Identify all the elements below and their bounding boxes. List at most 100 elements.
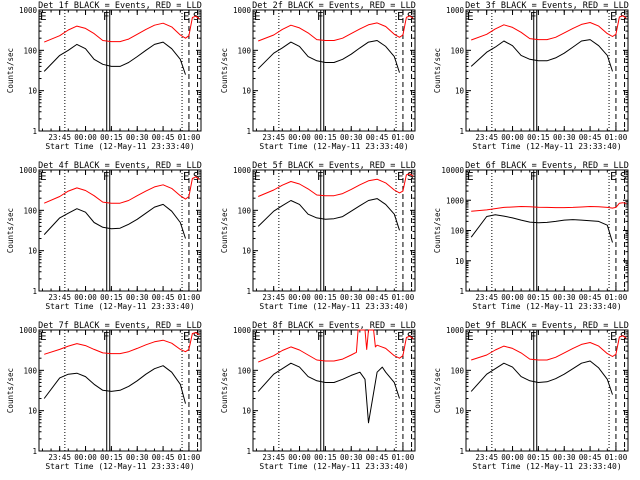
- x-tick-label: 00:00: [74, 293, 97, 302]
- series-lld-line: [258, 15, 414, 42]
- y-tick-label: 10: [242, 247, 252, 256]
- series-events-line: [470, 39, 613, 72]
- plot-frame: [38, 9, 202, 132]
- y-tick-label: 1: [246, 447, 251, 456]
- y-axis-label: Counts/sec: [433, 48, 442, 93]
- y-tick-label: 100: [23, 366, 37, 375]
- series-lld-line: [44, 176, 200, 204]
- y-tick-label: 100: [450, 46, 464, 55]
- y-tick-label: 1: [246, 127, 251, 136]
- marker-label-f: F: [103, 10, 110, 23]
- y-tick-label: 1000: [19, 166, 38, 175]
- chart-panel-2: Det 2f BLACK = Events, RED = LLD 1 10 100 10…: [220, 1, 416, 151]
- chart-panel-3: Det 3f BLACK = Events, RED = LLD 1 10 100 10…: [433, 1, 629, 151]
- y-tick-label: 100: [450, 227, 464, 236]
- x-tick-label: 23:45: [262, 293, 285, 302]
- y-axis-label: Counts/sec: [6, 48, 15, 93]
- x-tick-label: 00:30: [340, 453, 363, 462]
- x-tick-label: 00:15: [100, 293, 123, 302]
- x-tick-label: 01:00: [178, 133, 201, 142]
- x-tick-label: 23:45: [48, 133, 71, 142]
- x-tick-label: 00:00: [288, 453, 311, 462]
- plot-frame: [252, 329, 416, 452]
- x-tick-label: 00:30: [126, 453, 149, 462]
- y-axis-label: Counts/sec: [433, 208, 442, 253]
- marker-label-f: F: [530, 170, 537, 183]
- x-tick-label: 00:00: [74, 453, 97, 462]
- x-tick-label: 01:00: [178, 293, 201, 302]
- chart-title: Det 6f BLACK = Events, RED = LLD: [465, 161, 629, 171]
- y-tick-label: 100: [237, 366, 251, 375]
- marker-label-e: E: [397, 10, 404, 23]
- x-tick-label: 01:00: [178, 453, 201, 462]
- y-tick-label: 10: [242, 87, 252, 96]
- marker-label-f: F: [530, 10, 537, 23]
- marker-label-e: E: [183, 170, 190, 183]
- y-tick-label: 10: [28, 407, 38, 416]
- chart-title: Det 1f BLACK = Events, RED = LLD: [38, 1, 202, 11]
- x-tick-label: 01:00: [392, 453, 415, 462]
- x-tick-label: 23:45: [475, 453, 498, 462]
- x-axis-label: Start Time (12-May-11 23:33:40): [472, 142, 621, 151]
- y-tick-label: 1000: [446, 326, 465, 335]
- x-axis-label: Start Time (12-May-11 23:33:40): [259, 302, 408, 311]
- marker-label-f: F: [317, 170, 324, 183]
- y-axis-label: Counts/sec: [6, 208, 15, 253]
- chart-panel-6: Det 6f BLACK = Events, RED = LLD 1 10 100 10…: [433, 161, 629, 311]
- marker-label-e: E: [610, 330, 617, 343]
- chart-panel-1: Det 1f BLACK = Events, RED = LLD 1 10 100 10…: [6, 1, 202, 151]
- x-axis-label: Start Time (12-May-11 23:33:40): [259, 462, 408, 471]
- y-tick-label: 100: [23, 46, 37, 55]
- y-tick-label: 1: [459, 127, 464, 136]
- marker-label-e: E: [254, 170, 261, 183]
- y-tick-label: 1000: [233, 6, 252, 15]
- x-tick-label: 23:45: [48, 293, 71, 302]
- y-tick-label: 10: [455, 407, 465, 416]
- y-tick-label: 1000: [19, 326, 38, 335]
- marker-label-f: F: [317, 10, 324, 23]
- y-axis-label: Counts/sec: [6, 368, 15, 413]
- x-axis-label: Start Time (12-May-11 23:33:40): [472, 302, 621, 311]
- x-tick-label: 00:00: [288, 133, 311, 142]
- marker-label-e: E: [183, 10, 190, 23]
- x-tick-label: 00:15: [527, 293, 550, 302]
- marker-label-e: E: [40, 170, 47, 183]
- x-tick-label: 00:30: [553, 453, 576, 462]
- x-tick-label: 00:00: [501, 133, 524, 142]
- chart-panel-7: Det 7f BLACK = Events, RED = LLD 1 10 100 10…: [6, 321, 202, 471]
- y-tick-label: 1: [246, 287, 251, 296]
- plot-frame: [465, 9, 629, 132]
- x-axis-label: Start Time (12-May-11 23:33:40): [45, 462, 194, 471]
- y-tick-label: 100: [237, 46, 251, 55]
- y-tick-label: 10: [242, 407, 252, 416]
- marker-label-e: E: [40, 330, 47, 343]
- plot-frame: [252, 9, 416, 132]
- x-tick-label: 00:00: [74, 133, 97, 142]
- plot-frame: [465, 169, 629, 292]
- marker-label-e: E: [467, 330, 474, 343]
- x-tick-label: 00:45: [152, 453, 175, 462]
- series-lld-line: [471, 15, 627, 41]
- series-events-line: [43, 203, 186, 239]
- y-tick-label: 10: [455, 87, 465, 96]
- marker-label-f: F: [530, 330, 537, 343]
- x-tick-label: 00:15: [527, 133, 550, 142]
- x-tick-label: 00:00: [501, 293, 524, 302]
- x-tick-label: 00:30: [553, 293, 576, 302]
- x-tick-label: 01:00: [605, 293, 628, 302]
- x-tick-label: 00:45: [366, 293, 389, 302]
- x-axis-label: Start Time (12-May-11 23:33:40): [45, 302, 194, 311]
- marker-label-s: S: [193, 170, 200, 183]
- chart-title: Det 5f BLACK = Events, RED = LLD: [252, 161, 416, 171]
- x-tick-label: 00:15: [100, 453, 123, 462]
- x-axis-label: Start Time (12-May-11 23:33:40): [259, 142, 408, 151]
- marker-label-e: E: [254, 10, 261, 23]
- x-tick-label: 00:30: [126, 133, 149, 142]
- x-tick-label: 00:30: [553, 133, 576, 142]
- x-tick-label: 00:45: [152, 133, 175, 142]
- x-tick-label: 23:45: [262, 453, 285, 462]
- y-tick-label: 1000: [446, 196, 465, 205]
- series-lld-line: [471, 335, 627, 361]
- y-tick-label: 1000: [233, 166, 252, 175]
- y-tick-label: 1000: [19, 6, 38, 15]
